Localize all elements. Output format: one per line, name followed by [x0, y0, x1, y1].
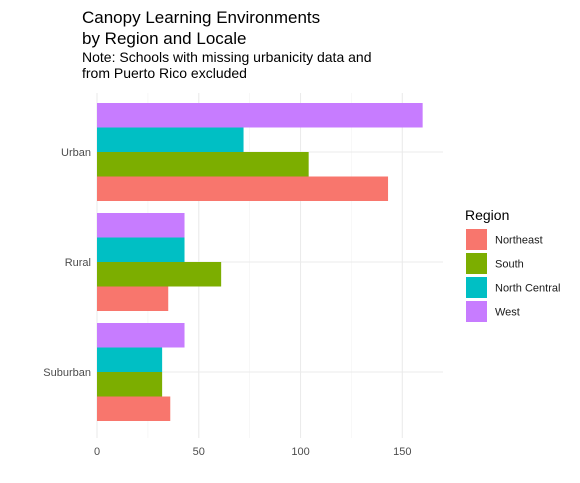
bar-north-central-rural — [97, 237, 185, 262]
chart-title-line-1: Canopy Learning Environments — [82, 8, 320, 27]
legend-label: Northeast — [495, 235, 543, 247]
x-tick-label: 100 — [291, 446, 309, 458]
chart-subtitle-line-1: Note: Schools with missing urbanicity da… — [82, 49, 371, 65]
legend: Region Northeast South North Central West — [465, 207, 560, 322]
x-tick-label: 150 — [393, 446, 411, 458]
chart-title: Canopy Learning Environments by Region a… — [82, 8, 320, 48]
x-axis-tick-labels: 0 50 100 150 — [94, 446, 412, 458]
chart-title-line-2: by Region and Locale — [82, 29, 246, 48]
legend-key-west — [466, 301, 487, 322]
y-tick-label: Rural — [65, 257, 91, 269]
legend-title: Region — [465, 207, 509, 223]
y-tick-label: Suburban — [43, 367, 91, 379]
bar-north-central-urban — [97, 127, 244, 152]
bar-northeast-urban — [97, 176, 389, 201]
bar-northeast-rural — [97, 286, 169, 311]
legend-key-north-central — [466, 277, 487, 298]
x-tick-label: 0 — [94, 446, 100, 458]
bar-south-suburban — [97, 372, 163, 397]
bar-north-central-suburban — [97, 347, 163, 372]
bar-south-urban — [97, 152, 309, 177]
bar-south-rural — [97, 262, 222, 287]
legend-key-northeast — [466, 229, 487, 250]
bar-west-suburban — [97, 323, 185, 348]
legend-key-south — [466, 253, 487, 274]
bar-west-rural — [97, 213, 185, 238]
chart-subtitle-line-2: from Puerto Rico excluded — [82, 65, 247, 81]
x-tick-label: 50 — [193, 446, 205, 458]
chart-subtitle: Note: Schools with missing urbanicity da… — [82, 49, 371, 81]
y-tick-label: Urban — [61, 147, 91, 159]
bar-west-urban — [97, 103, 423, 128]
bar-northeast-suburban — [97, 396, 171, 421]
legend-label: West — [495, 307, 520, 319]
legend-label: South — [495, 259, 524, 271]
legend-label: North Central — [495, 283, 560, 295]
y-axis-tick-labels: Urban Rural Suburban — [43, 147, 91, 379]
bars — [97, 103, 423, 421]
